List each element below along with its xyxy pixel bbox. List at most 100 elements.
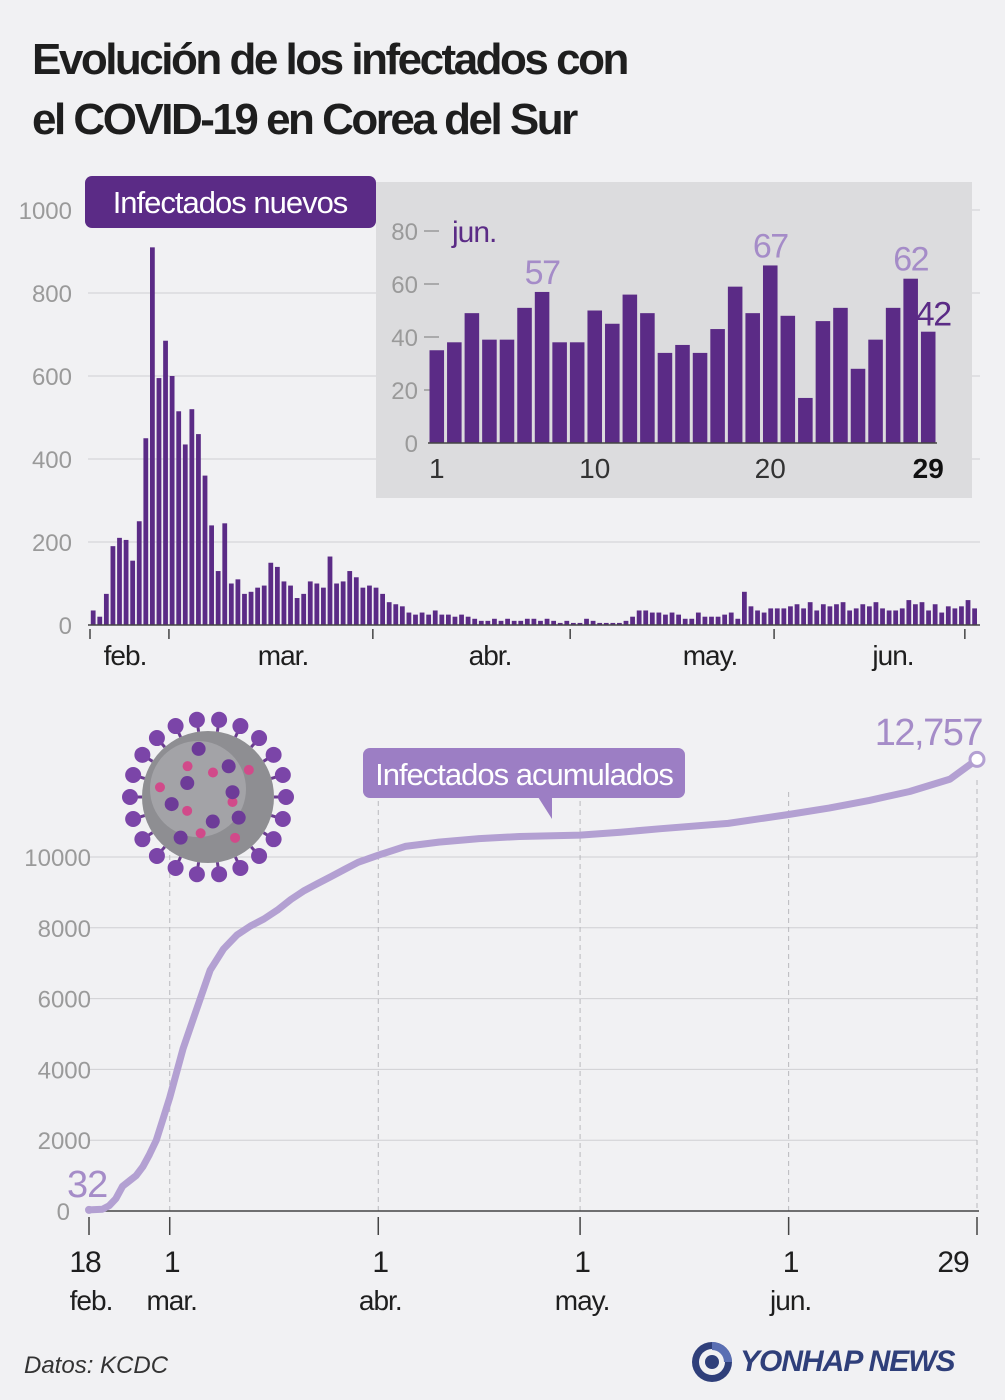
new-cases-bar bbox=[406, 612, 412, 625]
inset-bar bbox=[815, 321, 831, 443]
inset-bar bbox=[587, 310, 603, 443]
new-cases-bar bbox=[97, 616, 103, 625]
title-line-2: el COVID-19 en Corea del Sur bbox=[32, 95, 578, 144]
new-cases-bar bbox=[866, 606, 872, 625]
new-cases-bar bbox=[360, 587, 366, 625]
new-cases-bar bbox=[939, 612, 945, 625]
new-cases-bar bbox=[959, 606, 964, 625]
virus-surface-protein bbox=[173, 830, 188, 845]
virus-spike bbox=[265, 831, 282, 848]
new-cases-bar bbox=[945, 606, 951, 625]
virus-surface-protein bbox=[191, 741, 206, 756]
new-cases-bar bbox=[248, 591, 254, 625]
new-cases-bar bbox=[544, 618, 550, 625]
new-cases-bar bbox=[590, 620, 596, 625]
new-cases-bar bbox=[459, 614, 464, 625]
new-cases-bar bbox=[373, 587, 379, 625]
new-cases-month-label: feb. bbox=[104, 640, 147, 671]
inset-ytick-label: 40 bbox=[391, 325, 418, 352]
new-cases-bar bbox=[899, 608, 905, 625]
new-cases-bar bbox=[314, 583, 320, 625]
virus-spike bbox=[125, 767, 142, 784]
new-cases-bar bbox=[663, 614, 668, 625]
source-credit: Datos: KCDC bbox=[24, 1352, 169, 1379]
virus-spike bbox=[134, 831, 151, 848]
new-cases-bar bbox=[130, 560, 136, 625]
new-cases-bar bbox=[472, 618, 478, 625]
new-cases-bar bbox=[676, 614, 681, 625]
virus-surface-protein bbox=[180, 776, 195, 791]
inset-bar bbox=[534, 291, 550, 443]
virus-surface-protein bbox=[195, 828, 206, 839]
inset-bar bbox=[622, 294, 638, 443]
new-cases-bar bbox=[426, 614, 432, 625]
inset-bar bbox=[745, 313, 760, 443]
cumulative-xtick-month: jun. bbox=[769, 1285, 811, 1316]
virus-surface-protein bbox=[230, 832, 241, 843]
new-cases-bar bbox=[281, 581, 287, 625]
new-cases-bar bbox=[143, 438, 149, 625]
virus-surface-protein bbox=[207, 767, 218, 778]
inset-bar bbox=[640, 313, 655, 443]
inset-bar bbox=[657, 352, 673, 443]
virus-spike bbox=[251, 847, 268, 864]
virus-spike bbox=[265, 746, 282, 763]
cumulative-end-label: 12,757 bbox=[875, 712, 983, 754]
new-cases-bar bbox=[577, 622, 583, 625]
new-cases-bar bbox=[695, 612, 701, 625]
new-cases-bar bbox=[432, 610, 438, 625]
inset-bar bbox=[833, 307, 848, 443]
new-cases-bar bbox=[380, 593, 385, 625]
new-cases-bar bbox=[742, 591, 747, 625]
virus-surface-protein bbox=[182, 805, 193, 816]
new-cases-bar bbox=[538, 620, 543, 625]
new-cases-bar bbox=[768, 608, 774, 625]
cumulative-xtick-month: feb. bbox=[70, 1285, 113, 1316]
virus-surface-protein bbox=[227, 796, 238, 807]
new-cases-bar bbox=[814, 610, 820, 625]
inset-bar bbox=[780, 315, 796, 443]
new-cases-bar bbox=[965, 600, 971, 625]
new-cases-bar bbox=[353, 577, 359, 625]
virus-spike bbox=[134, 746, 151, 763]
new-cases-bar bbox=[774, 608, 780, 625]
new-cases-ytick-label: 1000 bbox=[19, 198, 72, 225]
new-cases-bar bbox=[748, 606, 754, 625]
inset-value-label: 57 bbox=[525, 254, 560, 292]
new-cases-bar bbox=[288, 585, 293, 625]
cumulative-xtick-day: 18 bbox=[69, 1246, 101, 1279]
virus-spike bbox=[278, 789, 294, 805]
new-cases-bar bbox=[603, 622, 609, 625]
inset-bar bbox=[727, 286, 743, 443]
new-cases-bar bbox=[321, 587, 326, 625]
new-cases-bar bbox=[564, 620, 570, 625]
new-cases-bar bbox=[123, 539, 129, 625]
cumulative-tag-pointer bbox=[538, 797, 552, 819]
new-cases-bar bbox=[367, 585, 372, 625]
virus-spike bbox=[211, 711, 228, 728]
new-cases-bar bbox=[393, 604, 399, 625]
inset-bar bbox=[675, 344, 690, 443]
cumulative-tag bbox=[363, 748, 685, 798]
cumulative-end-marker bbox=[968, 750, 986, 768]
new-cases-bar bbox=[182, 444, 188, 625]
new-cases-bar bbox=[689, 618, 695, 625]
cumulative-ytick-label: 0 bbox=[57, 1199, 70, 1226]
virus-spike bbox=[167, 859, 184, 876]
inset-bar bbox=[499, 339, 515, 443]
inset-bar bbox=[482, 339, 497, 443]
virus-spike bbox=[188, 866, 205, 883]
inset-value-label: 62 bbox=[893, 241, 928, 279]
new-cases-bar bbox=[597, 622, 603, 625]
cumulative-xtick-month: may. bbox=[555, 1285, 610, 1316]
new-cases-bar bbox=[202, 475, 208, 625]
new-cases-bar bbox=[505, 618, 510, 625]
new-cases-bar bbox=[156, 378, 162, 625]
new-cases-bar bbox=[860, 604, 866, 625]
new-cases-bar bbox=[972, 608, 977, 625]
virus-surface-protein bbox=[154, 782, 165, 793]
new-cases-bar bbox=[327, 556, 333, 625]
virus-spike bbox=[188, 711, 205, 728]
cumulative-xtick-day: 1 bbox=[372, 1246, 388, 1279]
